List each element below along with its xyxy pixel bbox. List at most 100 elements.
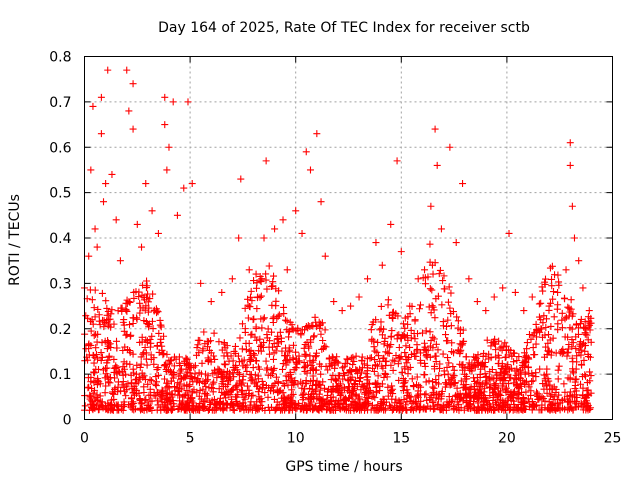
data-point <box>138 369 146 377</box>
data-point <box>367 326 375 334</box>
data-point <box>469 397 477 405</box>
data-point <box>153 342 161 350</box>
data-point <box>427 391 435 399</box>
data-point <box>122 305 130 313</box>
data-point <box>446 381 454 389</box>
data-point <box>498 382 506 390</box>
data-point <box>119 363 127 371</box>
chart-title: Day 164 of 2025, Rate Of TEC Index for r… <box>158 20 530 36</box>
data-point <box>503 363 511 371</box>
data-point <box>88 316 96 324</box>
data-point <box>429 270 437 278</box>
data-point <box>136 338 144 346</box>
data-point <box>140 388 148 396</box>
data-point <box>335 382 343 390</box>
data-point <box>137 360 145 368</box>
data-point <box>245 266 253 274</box>
data-point <box>269 370 277 378</box>
data-point <box>377 318 385 326</box>
data-point <box>579 384 587 392</box>
data-point <box>202 370 210 378</box>
data-point <box>456 348 464 356</box>
data-point <box>255 405 263 413</box>
data-point <box>270 272 278 280</box>
data-point <box>401 363 409 371</box>
data-point <box>326 362 334 370</box>
data-point <box>238 357 246 365</box>
data-point <box>139 281 147 289</box>
data-point <box>566 374 574 382</box>
data-point <box>304 324 312 332</box>
data-point <box>174 387 182 395</box>
data-point <box>153 366 161 374</box>
data-point <box>363 373 371 381</box>
data-point <box>202 383 210 391</box>
data-point <box>549 334 557 342</box>
data-point <box>540 371 548 379</box>
data-point <box>368 401 376 409</box>
data-point <box>98 353 106 361</box>
data-point <box>338 404 346 412</box>
data-point <box>357 368 365 376</box>
data-point <box>397 248 405 256</box>
data-point <box>120 316 128 324</box>
data-point <box>504 371 512 379</box>
data-point <box>457 377 465 385</box>
data-point <box>510 379 518 387</box>
data-point <box>204 357 212 365</box>
data-point <box>320 384 328 392</box>
data-point <box>413 373 421 381</box>
data-point <box>394 404 402 412</box>
data-point <box>462 353 470 361</box>
data-point <box>558 350 566 358</box>
data-point <box>414 275 422 283</box>
data-point <box>250 315 258 323</box>
data-point <box>143 277 151 285</box>
data-point <box>210 329 218 337</box>
data-point <box>406 397 414 405</box>
data-point <box>551 271 559 279</box>
data-point <box>175 372 183 380</box>
data-point <box>268 301 276 309</box>
data-point <box>186 395 194 403</box>
data-point <box>404 389 412 397</box>
data-point <box>571 381 579 389</box>
data-point <box>329 393 337 401</box>
axis-ticks <box>84 56 613 420</box>
data-point <box>346 388 354 396</box>
data-point <box>416 301 424 309</box>
data-point <box>471 392 479 400</box>
data-point <box>407 393 415 401</box>
data-point <box>321 326 329 334</box>
data-point <box>131 405 139 413</box>
data-point <box>552 388 560 396</box>
data-point <box>400 382 408 390</box>
data-point <box>548 282 556 290</box>
data-point <box>254 372 262 380</box>
data-point <box>306 166 314 174</box>
data-point <box>572 320 580 328</box>
data-point <box>283 356 291 364</box>
data-point <box>421 266 429 274</box>
data-point <box>231 342 239 350</box>
data-point <box>142 349 150 357</box>
data-point <box>439 277 447 285</box>
data-point <box>283 266 291 274</box>
data-point <box>387 387 395 395</box>
data-point <box>260 234 268 242</box>
data-point <box>351 376 359 384</box>
data-point <box>263 366 271 374</box>
data-point <box>247 355 255 363</box>
data-point <box>274 378 282 386</box>
data-point <box>102 180 110 188</box>
data-point <box>454 317 462 325</box>
data-point <box>389 390 397 398</box>
data-point <box>292 348 300 356</box>
data-point <box>516 366 524 374</box>
data-point <box>570 391 578 399</box>
data-point <box>327 376 335 384</box>
data-point <box>561 395 569 403</box>
data-point <box>541 280 549 288</box>
data-point <box>554 320 562 328</box>
data-point <box>542 323 550 331</box>
